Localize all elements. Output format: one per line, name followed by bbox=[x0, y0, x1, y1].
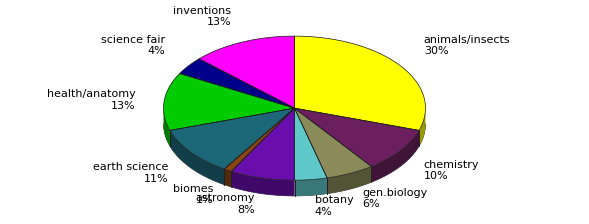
Polygon shape bbox=[372, 130, 419, 182]
Polygon shape bbox=[231, 171, 294, 196]
Text: earth science
11%: earth science 11% bbox=[93, 162, 168, 184]
Text: science fair
4%: science fair 4% bbox=[101, 35, 166, 56]
Text: botany
4%: botany 4% bbox=[315, 195, 353, 217]
Text: animals/insects
30%: animals/insects 30% bbox=[423, 35, 511, 56]
Text: inventions
13%: inventions 13% bbox=[173, 6, 231, 28]
Text: gen.biology
6%: gen.biology 6% bbox=[363, 188, 428, 209]
Polygon shape bbox=[231, 108, 294, 180]
Polygon shape bbox=[224, 108, 294, 171]
Polygon shape bbox=[164, 73, 294, 130]
Polygon shape bbox=[199, 36, 294, 108]
Polygon shape bbox=[224, 169, 231, 187]
Text: biomes
1%: biomes 1% bbox=[173, 184, 213, 205]
Polygon shape bbox=[294, 108, 419, 166]
Polygon shape bbox=[170, 108, 294, 169]
Polygon shape bbox=[294, 178, 327, 196]
Polygon shape bbox=[419, 110, 425, 146]
Polygon shape bbox=[327, 166, 372, 194]
Polygon shape bbox=[294, 108, 327, 180]
Polygon shape bbox=[164, 109, 170, 146]
Polygon shape bbox=[180, 59, 294, 108]
Text: health/anatomy
13%: health/anatomy 13% bbox=[47, 89, 135, 111]
Text: astronomy
8%: astronomy 8% bbox=[196, 193, 255, 215]
Polygon shape bbox=[294, 108, 372, 178]
Text: chemistry
10%: chemistry 10% bbox=[423, 160, 479, 181]
Polygon shape bbox=[294, 36, 425, 130]
Polygon shape bbox=[170, 130, 224, 185]
